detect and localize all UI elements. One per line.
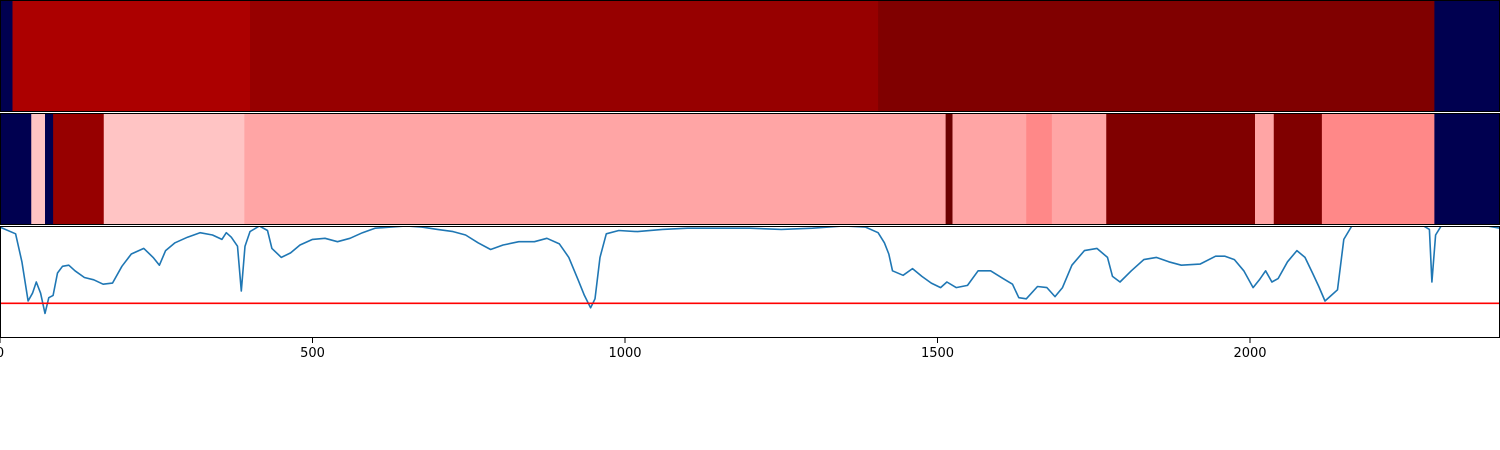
middle-track-segment-10: [1106, 113, 1256, 225]
middle-track-segment-9: [1051, 113, 1107, 225]
middle-track-segment-6: [945, 113, 954, 225]
middle-track-segment-11: [1255, 113, 1275, 225]
top-track-segment-0: [0, 0, 14, 112]
middle-track-segment-3: [53, 113, 105, 225]
middle-track-segment-12: [1273, 113, 1323, 225]
middle-track-segment-2: [45, 113, 54, 225]
x-tick-label: 2000: [1233, 346, 1266, 361]
middle-track-segment-1: [31, 113, 46, 225]
heatmap-track-middle: [0, 113, 1500, 225]
middle-track-segment-5: [244, 113, 947, 225]
heatmap-track-top: [0, 0, 1500, 112]
middle-track-segment-7: [952, 113, 1027, 225]
panel-frame-2: [0, 226, 1500, 338]
middle-track-segment-14: [1434, 113, 1500, 225]
middle-track-segment-0: [0, 113, 32, 225]
top-track-segment-1: [12, 0, 251, 112]
top-track-segment-3: [878, 0, 1435, 112]
line-plot-panel: [0, 226, 1500, 315]
middle-track-segment-4: [103, 113, 245, 225]
top-track-segment-4: [1434, 0, 1500, 112]
x-axis: 0 500 1000 1500 2000: [0, 338, 1267, 361]
middle-track-segment-13: [1321, 113, 1435, 225]
x-tick-label: 0: [0, 346, 4, 361]
x-tick-label: 1000: [608, 346, 641, 361]
x-tick-label: 500: [300, 346, 325, 361]
signal-line: [0, 226, 1500, 315]
middle-track-segment-8: [1026, 113, 1053, 225]
top-track-segment-2: [250, 0, 879, 112]
x-tick-label: 1500: [921, 346, 954, 361]
